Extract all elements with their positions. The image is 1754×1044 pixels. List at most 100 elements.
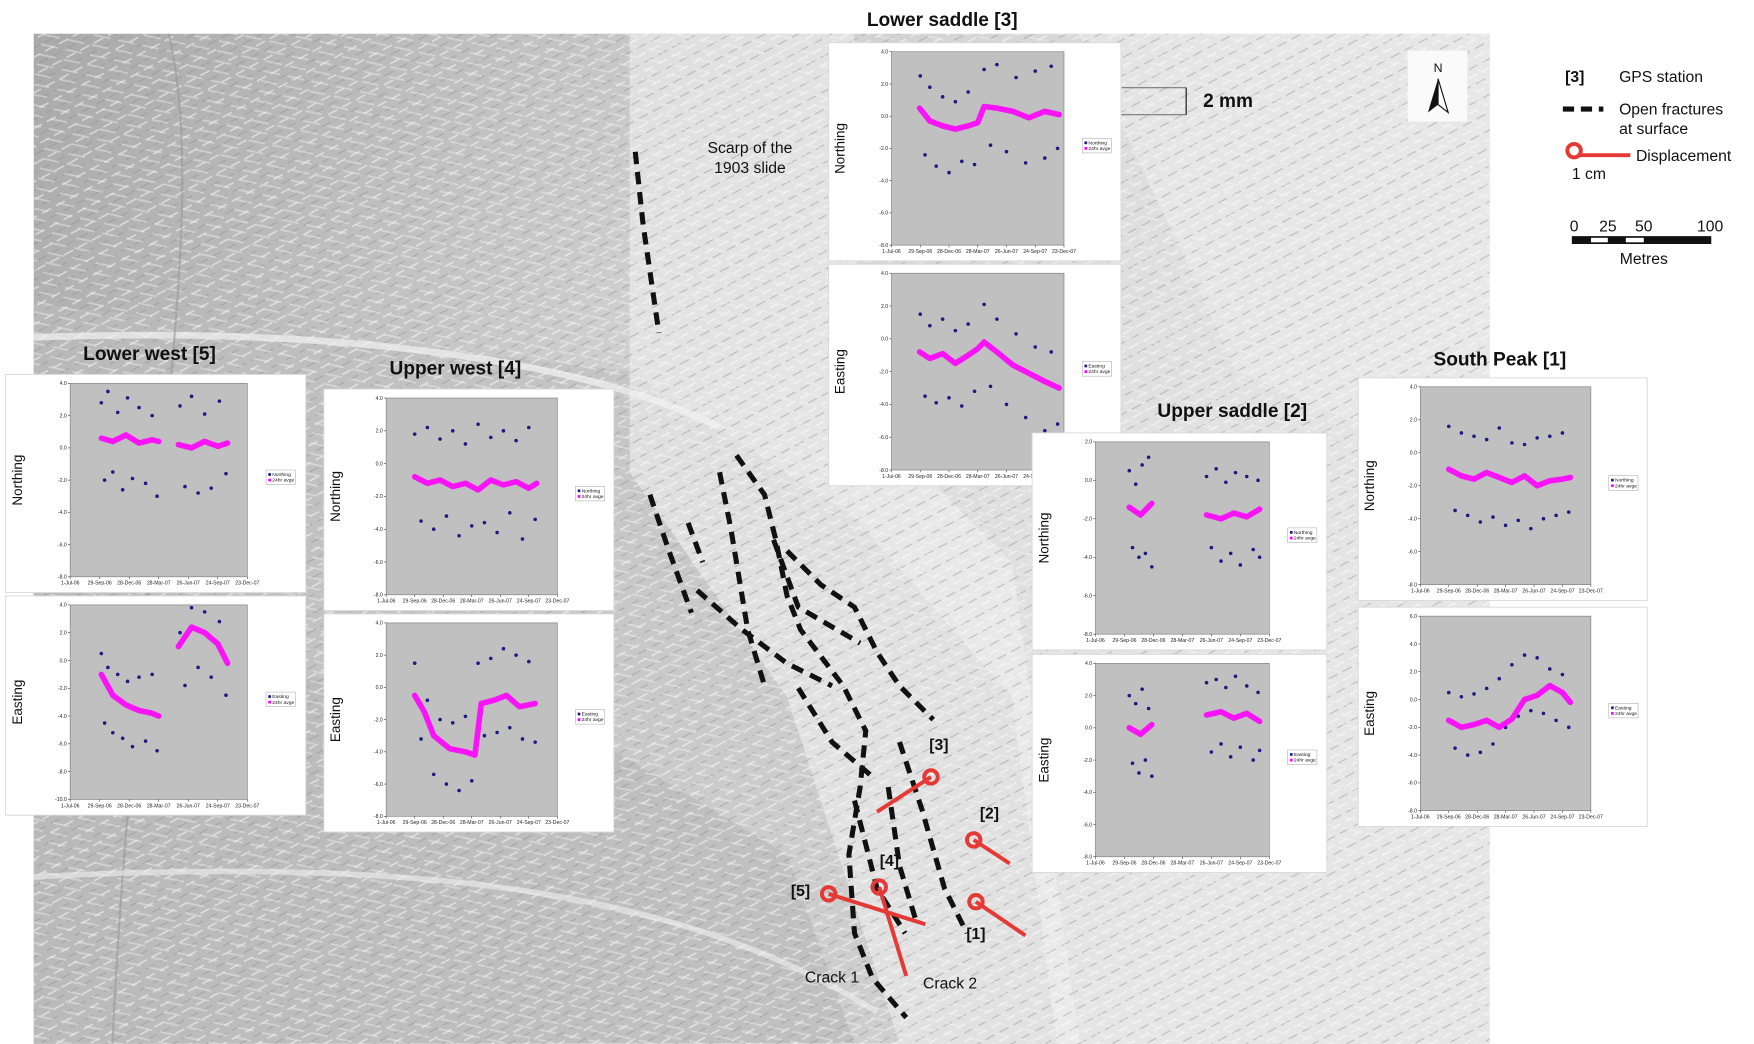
x-tick-label: 23-Dec-07 <box>545 820 569 826</box>
data-point <box>121 737 125 741</box>
data-point <box>1024 416 1028 420</box>
y-tick-label: 0.0 <box>60 658 67 664</box>
y-axis-label: Northing <box>10 455 25 506</box>
data-point <box>483 734 487 738</box>
y-axis-label: Northing <box>1036 513 1051 564</box>
data-point <box>1214 467 1218 471</box>
data-point <box>476 422 480 426</box>
y-tick-label: -2.0 <box>879 369 888 375</box>
x-tick-label: 24-Sep-07 <box>1228 861 1252 867</box>
legend-marker <box>268 473 271 476</box>
y-tick-label: 2.0 <box>60 631 67 637</box>
data-point <box>1529 527 1533 531</box>
data-point <box>1056 147 1060 151</box>
data-point <box>476 661 480 665</box>
data-point <box>923 153 927 157</box>
scarp-label: 1903 slide <box>714 160 786 177</box>
y-tick-label: 2.0 <box>376 429 383 435</box>
data-point <box>1561 673 1565 677</box>
data-point <box>150 673 154 677</box>
data-point <box>533 740 537 744</box>
legend-label: Northing <box>1294 530 1313 536</box>
data-point <box>1134 482 1138 486</box>
x-tick-label: 1-Jul-06 <box>61 581 80 587</box>
y-tick-label: -4.0 <box>1083 790 1092 796</box>
data-point <box>989 143 993 147</box>
figure: Scarp of the 1903 slide [3] [2] [4] [5] … <box>0 0 1754 1044</box>
legend-label: Easting <box>1088 364 1105 370</box>
data-point <box>126 680 130 684</box>
legend-marker <box>1084 370 1087 373</box>
chart-panel: Northing2.00.0-2.0-4.0-6.0-8.01-Jul-0629… <box>1032 401 1327 650</box>
data-point <box>1134 702 1138 706</box>
x-tick-label: 23-Dec-07 <box>545 599 569 605</box>
scale-bar-unit: Metres <box>1620 251 1668 268</box>
scale-note: 2 mm <box>1203 91 1253 112</box>
data-point <box>514 439 518 443</box>
legend-station: GPS station <box>1619 69 1703 86</box>
data-point <box>1554 514 1558 518</box>
data-point <box>183 684 187 688</box>
y-tick-label: 2.0 <box>881 304 888 310</box>
data-point <box>1491 742 1495 746</box>
y-axis-label: Easting <box>1362 691 1377 736</box>
x-tick-label: 29-Sep-06 <box>1112 861 1136 867</box>
legend-label: Northing <box>1088 140 1107 146</box>
y-axis-label: Northing <box>328 471 343 522</box>
legend-label: 24hr avge <box>1088 369 1110 375</box>
y-tick-label: -6.0 <box>374 782 383 788</box>
x-tick-label: 28-Mar-07 <box>1494 589 1518 595</box>
x-tick-label: 1-Jul-06 <box>377 599 396 605</box>
data-point <box>1554 719 1558 723</box>
chart-title: Lower west [5] <box>83 344 216 365</box>
x-tick-label: 24-Sep-07 <box>1023 249 1047 255</box>
data-point <box>131 477 135 481</box>
crack-label: Crack 1 <box>805 970 859 987</box>
legend-label: Northing <box>1615 478 1634 484</box>
data-point <box>190 606 194 610</box>
chart-panel: Northing4.02.00.0-2.0-4.0-6.0-8.01-Jul-0… <box>324 358 614 610</box>
y-tick-label: 2.0 <box>60 413 67 419</box>
chart-panel: Easting4.02.00.0-2.0-4.0-6.0-8.01-Jul-06… <box>1032 654 1327 872</box>
y-tick-label: -8.0 <box>58 769 67 775</box>
data-point <box>527 426 531 430</box>
data-point <box>1466 753 1470 757</box>
y-tick-label: -4.0 <box>58 510 67 516</box>
legend-marker <box>578 495 581 498</box>
y-tick-label: 4.0 <box>1410 385 1417 391</box>
data-point <box>1205 475 1209 479</box>
y-tick-label: 0.0 <box>881 337 888 343</box>
data-point <box>1234 471 1238 475</box>
legend-label: Northing <box>272 472 291 478</box>
data-point <box>1014 332 1018 336</box>
station-label: [1] <box>966 926 985 943</box>
data-point <box>451 721 455 725</box>
x-tick-label: 29-Sep-06 <box>403 820 427 826</box>
data-point <box>995 63 999 67</box>
legend-label: 24hr avge <box>1294 536 1316 542</box>
data-point <box>934 164 938 168</box>
data-point <box>1056 422 1060 426</box>
plot-area <box>386 398 557 595</box>
x-tick-label: 26-Jun-07 <box>995 249 1018 255</box>
y-tick-label: 0.0 <box>60 446 67 452</box>
data-point <box>489 436 493 440</box>
x-tick-label: 28-Dec-06 <box>1141 861 1165 867</box>
plot-area <box>1095 442 1269 634</box>
data-point <box>1256 691 1260 695</box>
x-tick-label: 24-Sep-07 <box>206 803 230 809</box>
data-point <box>464 442 468 446</box>
y-tick-label: -2.0 <box>1083 517 1092 523</box>
data-point <box>178 631 182 635</box>
data-point <box>144 739 148 743</box>
data-point <box>218 620 222 624</box>
data-point <box>960 160 964 164</box>
data-point <box>426 426 430 430</box>
data-point <box>1485 687 1489 691</box>
data-point <box>224 472 228 476</box>
legend-label: Easting <box>272 694 289 700</box>
data-point <box>203 610 207 614</box>
data-point <box>973 389 977 393</box>
y-axis-label: Easting <box>10 680 25 725</box>
data-point <box>947 171 951 175</box>
